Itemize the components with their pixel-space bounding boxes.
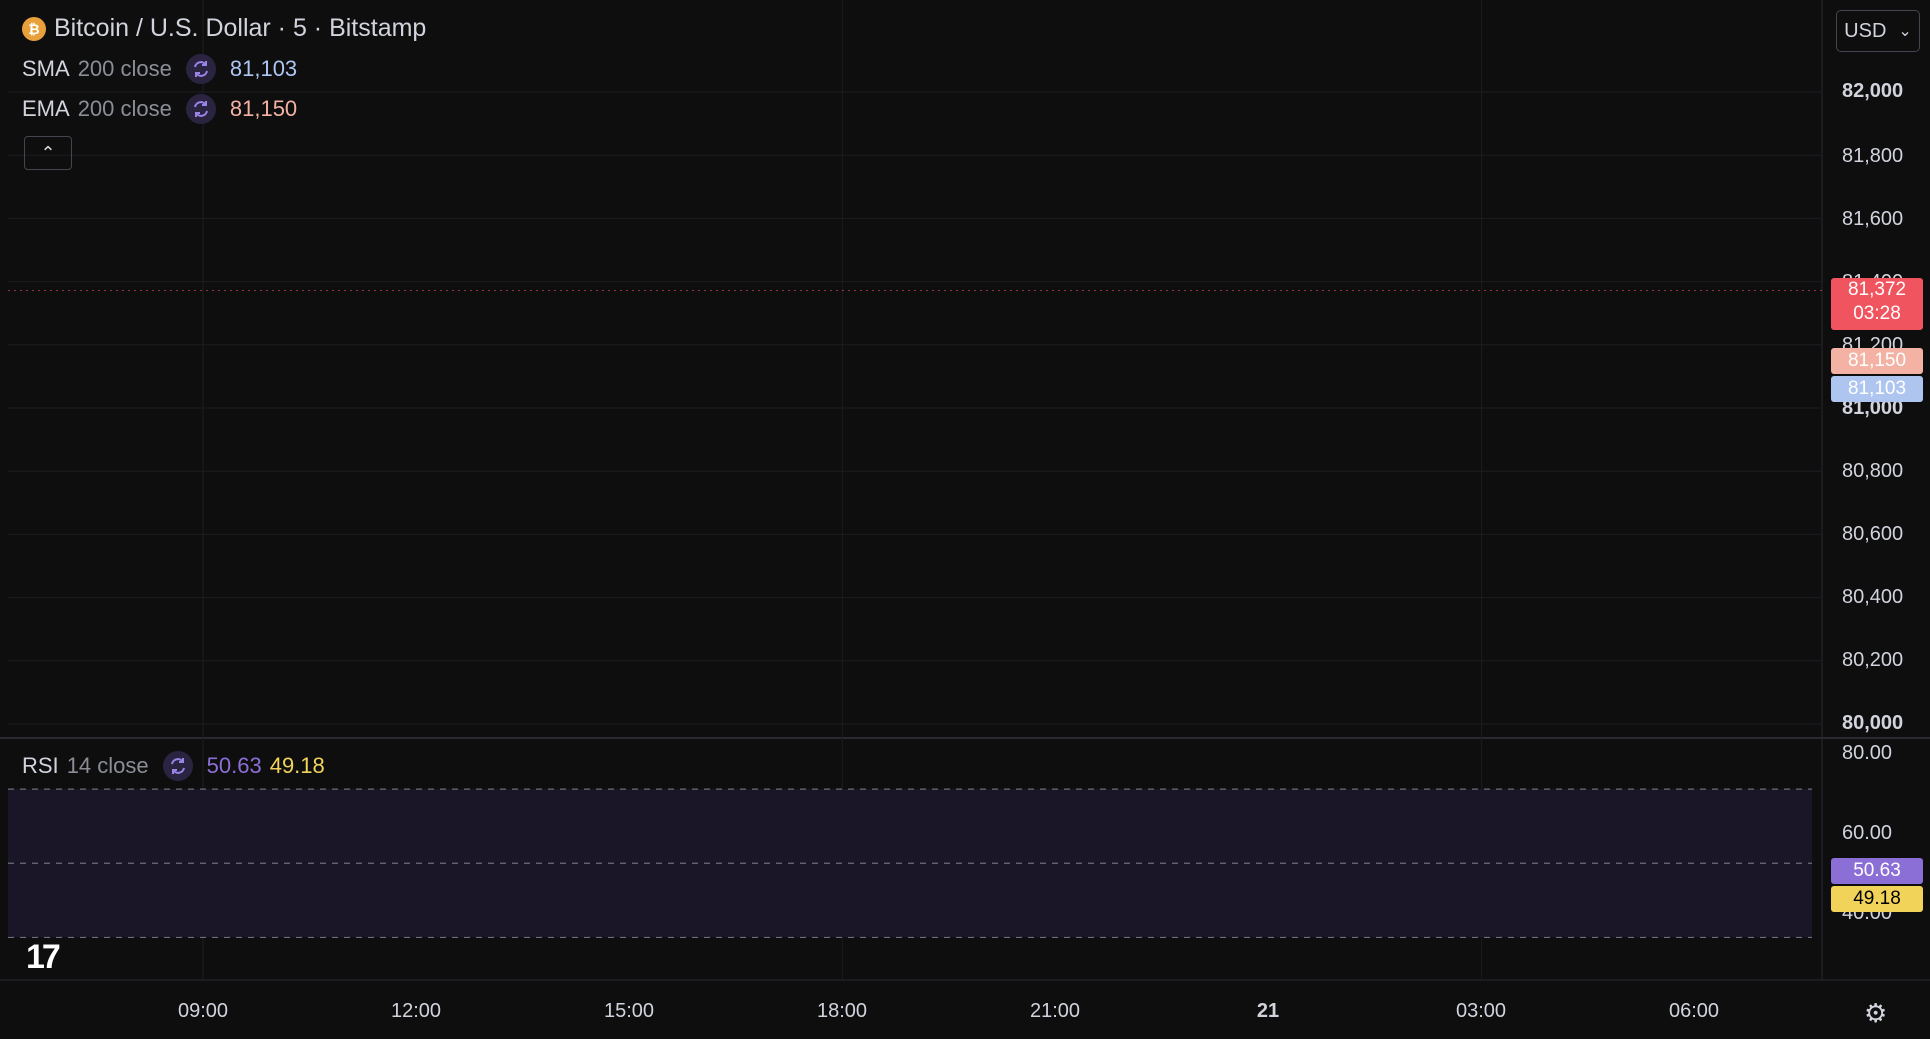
price-axis-label: 80,000 xyxy=(1842,712,1904,734)
gear-icon[interactable]: ⚙ xyxy=(1864,998,1888,1028)
sma-params: 200 close xyxy=(77,56,172,81)
time-axis-label: 03:00 xyxy=(1455,1000,1507,1022)
rsi-value-tag: 50.63 xyxy=(1831,858,1923,884)
collapse-legend-button[interactable]: ⌃ xyxy=(24,136,72,170)
price-axis-label: 80,200 xyxy=(1842,649,1904,671)
ema-name: EMA xyxy=(22,96,70,121)
time-axis-label: 18:00 xyxy=(816,1000,868,1022)
rsi-refresh-icon[interactable] xyxy=(162,751,193,781)
sma-refresh-icon[interactable] xyxy=(185,54,216,84)
tradingview-logo: 17 xyxy=(26,938,61,976)
ema-value: 81,150 xyxy=(229,96,298,121)
time-axis-label: 21 xyxy=(1256,1000,1280,1022)
bitcoin-icon: ₿ xyxy=(22,16,46,41)
ema-price-tag: 81,150 xyxy=(1831,348,1923,374)
last-price-value: 81,372 xyxy=(1847,279,1907,300)
ema-legend[interactable]: EMA 200 close 81,150 xyxy=(22,94,297,124)
price-axis-label: 81,600 xyxy=(1842,208,1904,230)
symbol-title: Bitcoin / U.S. Dollar · 5 · Bitstamp xyxy=(54,14,427,42)
chevron-up-icon: ⌃ xyxy=(40,142,56,163)
sma-value: 81,103 xyxy=(229,56,298,81)
ema-refresh-icon[interactable] xyxy=(185,94,216,124)
price-axis-label: 81,000 xyxy=(1842,397,1904,419)
price-axis-label: 80,600 xyxy=(1842,523,1904,545)
rsi-axis-label: 60.00 xyxy=(1842,822,1893,844)
time-axis-label: 06:00 xyxy=(1668,1000,1720,1022)
price-axis-label: 80,400 xyxy=(1842,586,1904,608)
rsi-axis-label: 80.00 xyxy=(1842,742,1893,764)
price-axis-label: 82,000 xyxy=(1842,80,1904,102)
time-axis-label: 09:00 xyxy=(177,1000,229,1022)
time-axis-label: 12:00 xyxy=(390,1000,442,1022)
currency-select[interactable]: USD ⌄ xyxy=(1836,10,1920,52)
time-axis-label: 15:00 xyxy=(603,1000,655,1022)
sma-price-tag: 81,103 xyxy=(1831,376,1923,402)
symbol-legend[interactable]: ₿ Bitcoin / U.S. Dollar · 5 · Bitstamp xyxy=(22,14,426,43)
rsi-name: RSI xyxy=(22,753,59,778)
last-price-tag: 81,372 03:28 xyxy=(1831,278,1923,330)
ema-params: 200 close xyxy=(77,96,172,121)
sma-name: SMA xyxy=(22,56,70,81)
price-axis-label: 81,800 xyxy=(1842,145,1904,167)
rsi-legend[interactable]: RSI 14 close 50.63 49.18 xyxy=(22,751,325,781)
bar-countdown: 03:28 xyxy=(1853,303,1901,324)
time-axis-label: 21:00 xyxy=(1029,1000,1081,1022)
currency-label: USD xyxy=(1844,19,1887,42)
rsi-params: 14 close xyxy=(66,753,149,778)
rsi-value: 50.63 xyxy=(206,753,262,778)
price-axis-label: 80,800 xyxy=(1842,460,1904,482)
chevron-down-icon: ⌄ xyxy=(1898,23,1912,40)
rsi-ma-value: 49.18 xyxy=(269,753,325,778)
rsi-ma-value-tag: 49.18 xyxy=(1831,886,1923,912)
sma-legend[interactable]: SMA 200 close 81,103 xyxy=(22,54,297,84)
